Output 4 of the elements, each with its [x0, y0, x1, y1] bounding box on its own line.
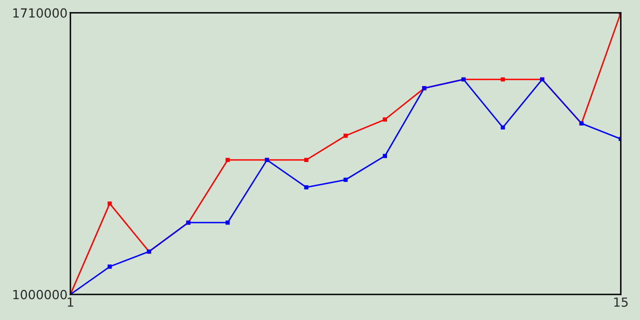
x-tick-label: 15 — [614, 298, 628, 307]
y-tick-label: 1000000 — [13, 290, 67, 300]
y-tick-label: 1710000 — [13, 8, 67, 18]
x-tick-label: 1 — [68, 298, 74, 307]
